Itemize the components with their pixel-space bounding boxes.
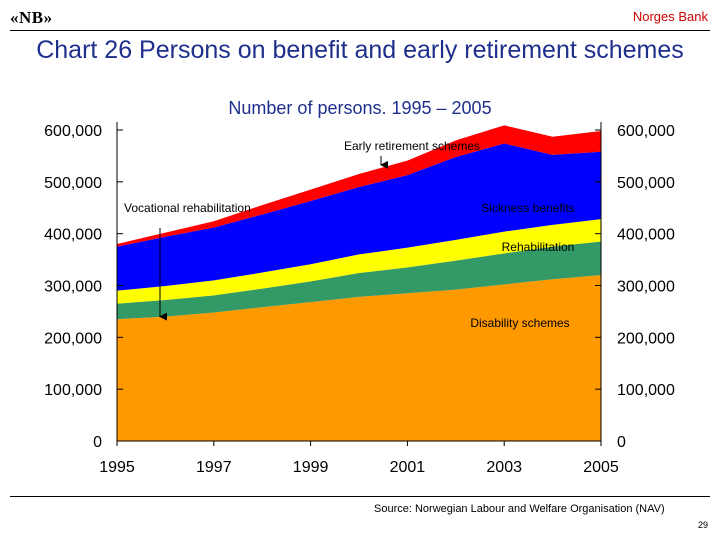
footer-divider [10, 496, 710, 497]
page-number: 29 [697, 520, 708, 530]
annotation-vocational-rehabilitation: Vocational rehabilitation [124, 201, 251, 215]
y-tick-label-right: 0 [617, 434, 626, 451]
y-tick-label-right: 300,000 [617, 279, 675, 296]
x-tick-label: 2005 [583, 459, 619, 476]
y-tick-label-left: 200,000 [44, 330, 102, 347]
annotation-disability-schemes: Disability schemes [470, 316, 569, 330]
y-tick-label-left: 300,000 [44, 279, 102, 296]
x-tick-label: 1997 [196, 459, 232, 476]
y-tick-label-left: 400,000 [44, 227, 102, 244]
chart-subtitle: Number of persons. 1995 – 2005 [228, 98, 492, 118]
annotation-early-retirement-schemes: Early retirement schemes [344, 139, 480, 153]
y-tick-label-left: 500,000 [44, 175, 102, 192]
y-tick-label-left: 600,000 [44, 123, 102, 140]
x-tick-label: 2003 [486, 459, 522, 476]
area-sickness-benefits [117, 219, 601, 304]
area-early-retirement-schemes [117, 125, 601, 247]
header-divider [10, 30, 710, 31]
area-vocational-rehabilitation [117, 143, 601, 291]
x-tick-label: 1999 [293, 459, 329, 476]
brand-name: Norges Bank [632, 9, 708, 24]
y-tick-label-right: 100,000 [617, 382, 675, 399]
y-tick-label-left: 100,000 [44, 382, 102, 399]
annotation-rehabilitation: Rehabilitation [502, 240, 575, 254]
annotation-sickness-benefits: Sickness benefits [481, 201, 574, 215]
y-tick-label-right: 200,000 [617, 330, 675, 347]
y-tick-label-right: 600,000 [617, 123, 675, 140]
source-note: Source: Norwegian Labour and Welfare Org… [374, 503, 665, 515]
area-disability-schemes [117, 275, 601, 441]
chart-title: Chart 26 Persons on benefit and early re… [36, 36, 684, 64]
x-tick-label: 1995 [99, 459, 135, 476]
norges-bank-logo: «NB» [10, 8, 53, 27]
y-tick-label-right: 500,000 [617, 175, 675, 192]
x-tick-label: 2001 [390, 459, 426, 476]
area-rehabilitation [117, 241, 601, 320]
y-tick-label-right: 400,000 [617, 227, 675, 244]
y-tick-label-left: 0 [93, 434, 102, 451]
